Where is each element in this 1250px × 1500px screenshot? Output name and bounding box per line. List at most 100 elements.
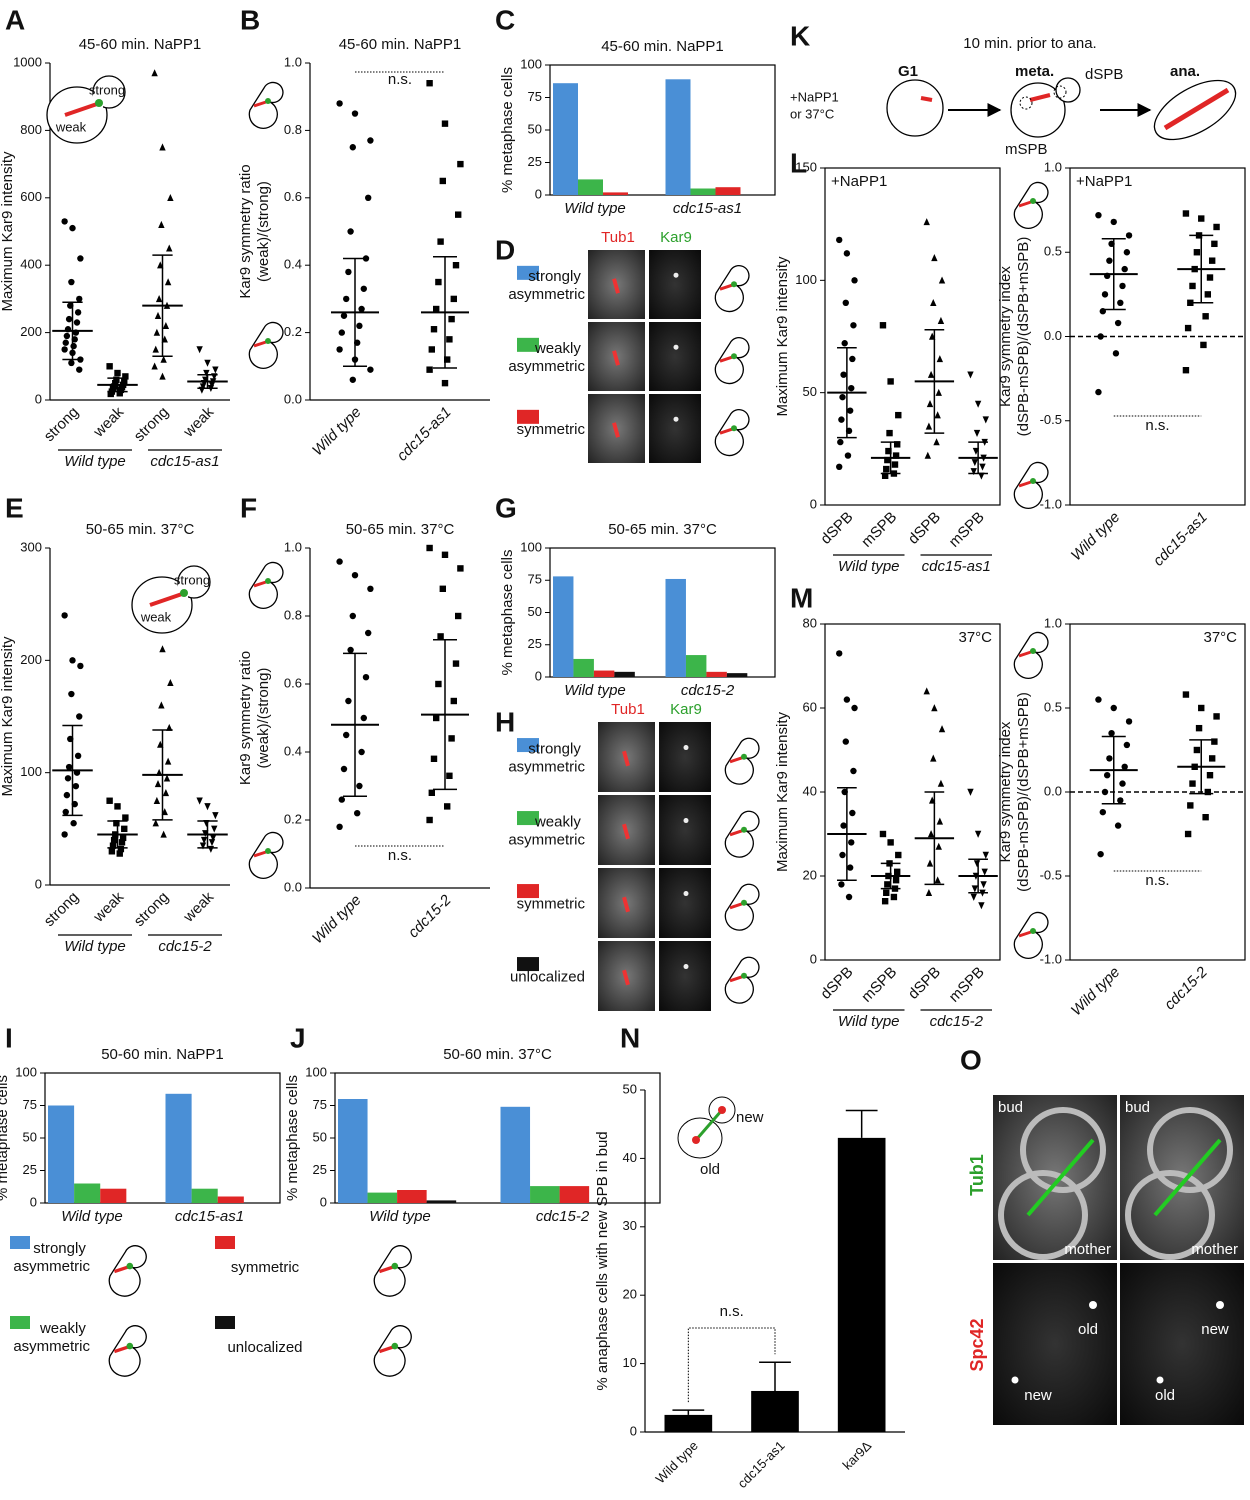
data-point: [153, 328, 161, 336]
panel-letter: H: [495, 706, 515, 737]
data-point: [113, 376, 120, 383]
inset-cell: [46, 86, 108, 144]
y-tick-label: 10: [623, 1355, 637, 1370]
legend-swatch: [517, 409, 539, 424]
corner-annotation: 37°C: [1203, 629, 1237, 646]
data-point: [1198, 704, 1205, 712]
spb-icon: [731, 425, 737, 432]
y-tick-label: 75: [528, 572, 542, 587]
panel-letter: K: [790, 20, 810, 51]
data-point: [61, 218, 68, 225]
data-point: [207, 845, 215, 853]
y-tick-label: 20: [623, 1287, 637, 1302]
legend-swatch: [517, 884, 539, 899]
data-point: [884, 881, 891, 888]
y-axis-label: (weak)/(strong): [255, 181, 272, 282]
data-point: [61, 612, 68, 619]
sd-error-bar: [152, 254, 173, 357]
corner-annotation: +NaPP1: [831, 173, 887, 190]
bar: [665, 578, 686, 677]
diagram-cell: [886, 79, 944, 137]
data-point: [154, 780, 162, 788]
data-point: [1095, 211, 1102, 219]
error-bar: [759, 1361, 791, 1391]
panel-letter: N: [620, 1022, 640, 1053]
spb-icon: [741, 753, 747, 760]
data-point: [116, 390, 123, 397]
data-point: [931, 704, 938, 712]
data-point: [367, 366, 374, 373]
y-tick-label: 50: [803, 384, 817, 399]
micrograph-spot: [673, 344, 679, 350]
legend-label: weakly asymmetric: [13, 1320, 90, 1355]
data-point: [122, 373, 129, 380]
data-point: [426, 544, 433, 552]
y-tick-label: 30: [623, 1218, 637, 1233]
data-point: [113, 820, 120, 827]
bar: [100, 1188, 127, 1203]
y-tick-label: 100: [520, 56, 542, 71]
sd-error-bar: [837, 346, 857, 439]
data-point: [843, 696, 851, 703]
data-point: [112, 379, 119, 387]
corner-annotation: 37°C: [958, 629, 992, 646]
inset-label: strong: [89, 82, 125, 97]
data-point: [426, 80, 433, 87]
legend-swatch: [517, 337, 539, 352]
spb-icon: [741, 972, 747, 979]
sd-error-bar: [1101, 735, 1126, 805]
data-point: [892, 452, 900, 459]
data-point: [1187, 802, 1194, 809]
inset-spb: [95, 99, 103, 107]
y-tick-label: 300: [20, 539, 42, 554]
y-tick-label: 25: [528, 636, 542, 651]
data-point: [356, 782, 363, 790]
bar: [426, 1200, 457, 1203]
y-axis-label: % metaphase cells: [284, 1075, 301, 1201]
data-point: [931, 254, 938, 262]
data-point: [886, 429, 893, 437]
legend-label: unlocalized: [227, 1339, 302, 1356]
data-point: [160, 355, 167, 363]
bar: [614, 671, 635, 677]
data-point: [439, 177, 446, 185]
data-point: [927, 830, 935, 838]
data-point: [887, 378, 894, 385]
sd-error-bar: [197, 820, 218, 849]
sd-error-bar: [924, 329, 945, 434]
inset-label: strong: [174, 572, 210, 587]
spb-icon: [741, 899, 747, 906]
x-tick-label: dSPB: [817, 509, 856, 548]
spindle-icon: [719, 355, 733, 363]
y-tick-label: 50: [623, 1081, 637, 1096]
chart-title: 50-65 min. 37°C: [608, 521, 717, 538]
data-point: [927, 370, 935, 378]
bar: [397, 1190, 427, 1203]
channel-label: Tub1: [967, 1154, 987, 1196]
data-point: [1202, 313, 1209, 320]
sd-error-bar: [968, 441, 988, 475]
data-point: [360, 714, 367, 722]
data-point: [1125, 718, 1133, 725]
data-point: [895, 851, 902, 859]
data-point: [444, 356, 451, 363]
data-point: [152, 819, 159, 827]
channel-label: Spc42: [967, 1318, 987, 1371]
data-point: [893, 441, 901, 448]
bar: [664, 1414, 713, 1432]
data-point: [1202, 814, 1209, 821]
data-point: [360, 285, 367, 292]
y-tick-label: 0.6: [284, 189, 302, 204]
group-label: cdc15-2: [158, 938, 212, 955]
panel-letter: L: [790, 147, 807, 178]
y-tick-label: 1.0: [284, 54, 302, 69]
spindle-icon: [729, 975, 743, 983]
y-tick-label: 0.4: [284, 743, 302, 758]
plot-frame: [824, 167, 1001, 506]
y-axis-label: Maximum Kar9 intensity: [0, 636, 16, 797]
data-point: [1123, 249, 1131, 256]
x-tick-label: mSPB: [858, 964, 900, 1006]
y-tick-label: 100: [795, 272, 817, 287]
data-point: [167, 678, 174, 686]
data-point: [74, 309, 82, 316]
